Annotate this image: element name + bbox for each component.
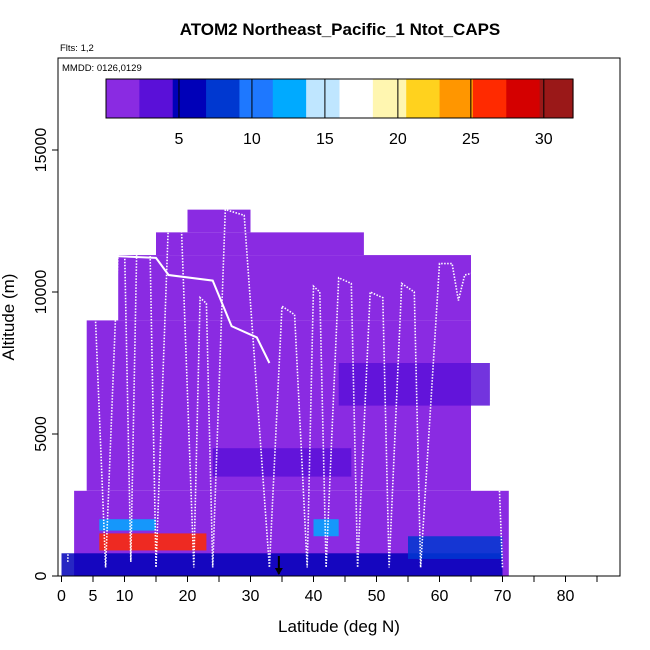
x-tick-label: 10 <box>116 588 134 605</box>
heatmap-region <box>118 255 471 321</box>
colorbar-segment <box>306 79 341 118</box>
colorbar: 5 10 15 20 25 30 <box>105 78 574 148</box>
colorbar-segment <box>339 79 374 118</box>
colorbar-segment <box>239 79 274 118</box>
colorbar-tick-label: 10 <box>243 131 261 148</box>
y-axis-label: Altitude (m) <box>0 274 18 361</box>
colorbar-tick-label: 20 <box>389 131 407 148</box>
colorbar-segment <box>206 79 241 118</box>
heatmap-hotspot <box>313 519 339 537</box>
colorbar-segment <box>372 79 407 118</box>
x-tick-label: 30 <box>242 588 260 605</box>
chart-title: ATOM2 Northeast_Pacific_1 Ntot_CAPS <box>180 20 501 39</box>
colorbar-segment <box>272 79 307 118</box>
marker-arrowhead <box>274 568 283 575</box>
flight-track-layer <box>67 208 504 568</box>
heatmap-hotspot <box>99 533 207 551</box>
colorbar-tick-label: 30 <box>535 131 553 148</box>
y-tick-label: 0 <box>33 571 50 580</box>
y-tick-label: 10000 <box>33 270 50 315</box>
x-tick-label: 50 <box>368 588 386 605</box>
y-tick-label: 5000 <box>33 416 50 452</box>
colorbar-segment <box>506 79 541 118</box>
heatmap-hotspot <box>61 553 503 576</box>
flights-label: Flts: 1,2 <box>60 43 94 54</box>
colorbar-tick-label: 15 <box>316 131 334 148</box>
x-tick-label: 80 <box>557 588 575 605</box>
heatmap-layer <box>61 209 509 576</box>
x-axis-label: Latitude (deg N) <box>278 617 400 636</box>
x-axis: 0 5 10 20 30 40 50 60 70 80 <box>57 575 620 605</box>
flight-track-line <box>67 208 504 568</box>
heatmap-hotspot <box>212 448 352 477</box>
heatmap-region <box>187 209 251 233</box>
x-tick-label: 60 <box>431 588 449 605</box>
latitude-marker <box>274 556 283 575</box>
x-tick-label: 5 <box>89 588 98 605</box>
colorbar-segment <box>439 79 474 118</box>
colorbar-segment <box>172 79 207 118</box>
y-axis: 0 5000 10000 15000 <box>33 58 59 580</box>
x-tick-label: 40 <box>305 588 323 605</box>
x-tick-label: 70 <box>494 588 512 605</box>
heatmap-hotspot <box>408 536 503 559</box>
heatmap-hotspot <box>99 519 156 531</box>
colorbar-tick-label: 25 <box>462 131 480 148</box>
colorbar-segment <box>472 79 507 118</box>
colorbar-segment <box>139 79 174 118</box>
x-tick-label: 20 <box>179 588 197 605</box>
flight-track-segment <box>92 254 271 364</box>
y-tick-label: 15000 <box>33 128 50 173</box>
colorbar-segment <box>106 79 140 118</box>
x-tick-label: 0 <box>57 588 66 605</box>
colorbar-segment <box>539 79 574 118</box>
colorbar-frame <box>105 78 574 119</box>
dates-label: MMDD: 0126,0129 <box>62 63 142 74</box>
colorbar-segment <box>406 79 441 118</box>
heatmap-hotspot <box>338 363 490 406</box>
colorbar-tick-label: 5 <box>175 131 184 148</box>
heatmap-region <box>156 232 364 256</box>
